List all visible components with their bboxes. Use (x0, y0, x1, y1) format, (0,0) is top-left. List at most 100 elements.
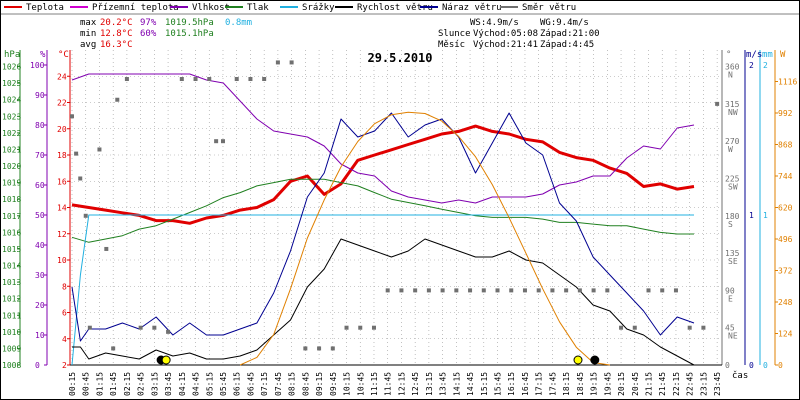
legend-item: Přízemní teplota (92, 3, 179, 13)
axis-label-pct: % (40, 50, 46, 60)
direction-mark (564, 288, 569, 293)
tick-x: 10:15 (343, 372, 352, 396)
direction-mark (358, 325, 363, 330)
max-temp: 20.2°C (100, 18, 133, 28)
direction-mark (619, 325, 624, 330)
wind-speed: WS:4.9m/s (470, 18, 519, 28)
direction-mark (481, 288, 486, 293)
tick-hpa: 1017 (2, 212, 21, 221)
sun-label: Slunce (438, 29, 471, 39)
tick-ms: 2 (749, 61, 754, 70)
legend-item: Směr větru (522, 3, 576, 13)
tick-x: 11:15 (370, 372, 379, 396)
tick-dir: 90 (725, 286, 735, 295)
axis-label-temp: °C (58, 50, 69, 60)
direction-mark (371, 325, 376, 330)
tick-hpa: 1014 (2, 262, 21, 271)
tick-x: 04:45 (192, 372, 201, 396)
tick-dir: 45 (725, 324, 735, 333)
direction-mark (701, 325, 706, 330)
tick-wm2: 992 (778, 109, 793, 118)
tick-x: 01:15 (95, 372, 104, 396)
legend-item: Teplota (26, 3, 64, 13)
direction-mark (83, 213, 88, 218)
direction-mark (275, 60, 280, 65)
tick-x: 21:45 (658, 372, 667, 396)
axis-label-x: čas (732, 370, 748, 381)
tick-x: 06:45 (246, 372, 255, 396)
tick-wm2: 0 (778, 361, 783, 370)
direction-mark (495, 288, 500, 293)
tick-x: 20:45 (631, 372, 640, 396)
tick-ms: 1 (749, 211, 754, 220)
tick-temp: 20 (57, 125, 67, 134)
tick-hpa: 1024 (2, 96, 21, 105)
direction-mark (115, 97, 120, 102)
tick-temp: 6 (62, 309, 67, 318)
wind-gust: WG:9.4m/s (540, 18, 589, 28)
legend-item: Vlhkost (192, 3, 230, 13)
tick-wm2: 868 (778, 141, 793, 150)
series-rychlost-větru (72, 238, 695, 366)
direction-mark (344, 325, 349, 330)
tick-x: 15:15 (480, 372, 489, 396)
tick-pct: 0 (35, 361, 40, 370)
avg-label: avg (80, 40, 97, 50)
sun-moon-dot (573, 355, 583, 365)
direction-mark (509, 288, 514, 293)
tick-x: 17:15 (535, 372, 544, 396)
tick-dir-name: N (728, 71, 733, 80)
tick-hpa: 1020 (2, 162, 21, 171)
tick-x: 07:45 (274, 372, 283, 396)
tick-wm2: 248 (778, 298, 793, 307)
tick-x: 00:15 (68, 372, 77, 396)
direction-mark (152, 325, 157, 330)
tick-x: 23:15 (699, 372, 708, 396)
direction-mark (207, 77, 212, 82)
tick-x: 04:15 (178, 372, 187, 396)
direction-mark (87, 325, 92, 330)
max-label: max (80, 18, 97, 28)
sun-rise: Východ:05:08 (473, 29, 539, 39)
tick-temp: 4 (62, 335, 67, 344)
chart-title: 29.5.2010 (367, 51, 432, 65)
direction-mark (317, 346, 322, 351)
direction-mark (646, 288, 651, 293)
tick-hpa: 1023 (2, 112, 21, 121)
direction-mark (193, 77, 198, 82)
tick-x: 19:45 (603, 372, 612, 396)
tick-x: 02:15 (123, 372, 132, 396)
tick-temp: 10 (57, 256, 67, 265)
tick-x: 15:45 (494, 372, 503, 396)
direction-mark (399, 288, 404, 293)
tick-pct: 40 (35, 241, 45, 250)
tick-hpa: 1015 (2, 245, 21, 254)
tick-wm2: 496 (778, 235, 793, 244)
tick-x: 09:15 (315, 372, 324, 396)
tick-temp: 2 (62, 361, 67, 370)
tick-x: 13:45 (439, 372, 448, 396)
tick-temp: 18 (57, 151, 67, 160)
min-label: min (80, 29, 97, 39)
direction-mark (673, 288, 678, 293)
direction-mark (687, 325, 692, 330)
direction-mark (262, 77, 267, 82)
tick-mm: 1 (763, 211, 768, 220)
tick-dir-name: W (728, 145, 733, 154)
tick-hpa: 1025 (2, 79, 21, 88)
tick-x: 12:15 (397, 372, 406, 396)
series-sluneční-záření (239, 111, 610, 366)
tick-x: 06:15 (233, 372, 242, 396)
tick-hpa: 1022 (2, 129, 21, 138)
tick-wm2: 620 (778, 204, 793, 213)
tick-dir-name: S (728, 220, 733, 229)
direction-mark (248, 77, 253, 82)
sun-moon-dot (590, 355, 600, 365)
tick-temp: 12 (57, 230, 67, 239)
direction-mark (97, 147, 102, 152)
tick-dir: 270 (725, 137, 740, 146)
direction-mark (289, 60, 294, 65)
direction-mark (413, 288, 418, 293)
axis-label-dir: ° (726, 50, 731, 60)
max-rain: 0.8mm (225, 18, 253, 28)
